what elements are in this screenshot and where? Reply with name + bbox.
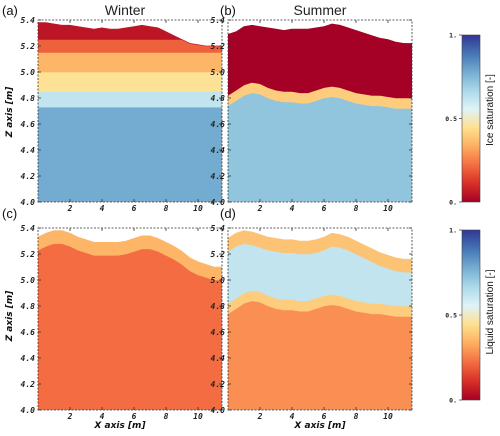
saturation-layer [38,52,222,73]
x-tick-label: 2 [257,204,263,213]
y-tick-label: 4.0 [21,406,36,415]
x-tick-label: 10 [383,412,393,421]
saturation-layer [228,23,412,99]
x-tick-label: 4 [100,412,105,421]
column-title-summer: Summer [294,2,347,18]
panel-b-summer-ice: 2 4 6 8 10 4.0 4.2 4.4 4.6 4.8 5.0 5.2 5.4 [211,16,413,213]
plot-frame [227,227,413,411]
y-tick-label: 4.8 [21,302,36,311]
panel-label-d: (d) [220,206,236,221]
y-tick-label: 4.4 [21,146,36,155]
saturation-layer [38,71,222,92]
colorbar-ice-label: Ice saturation [-] [485,74,496,146]
saturation-layer [228,92,412,202]
y-tick-label: 4.4 [211,354,226,363]
panel-c-winter-liquid: 2 4 6 8 10 4.0 4.2 4.4 4.6 4.8 5.0 5.2 5.4 [21,224,223,421]
colorbar-tick-label: 0.5 [445,312,457,320]
x-tick-label: 6 [322,412,327,421]
y-tick-label: 5.4 [21,16,36,25]
panel-label-a: (a) [2,3,18,18]
plot-frame [37,227,223,411]
x-tick-label: 2 [257,412,263,421]
y-tick-label: 4.8 [211,94,226,103]
y-tick-label: 4.6 [211,120,226,129]
x-tick-label: 4 [290,412,295,421]
panel-a-winter-ice: 2 4 6 8 10 4.0 4.2 4.4 4.6 4.8 5.0 5.2 5.4 [21,16,223,213]
panel-d-summer-liquid: 2 4 6 8 10 4.0 4.2 4.4 4.6 4.8 5.0 5.2 5.4 [211,224,413,421]
x-axis-label-left: X axis [m] [93,421,146,431]
y-tick-label: 5.0 [21,68,36,77]
x-tick-label: 2 [67,204,73,213]
x-tick-label: 2 [67,412,73,421]
saturation-layer [228,300,412,410]
y-tick-label: 4.2 [211,172,226,181]
x-tick-label: 4 [100,204,105,213]
x-tick-label: 8 [164,412,169,421]
y-tick-label: 5.2 [21,250,36,259]
x-tick-label: 8 [164,204,169,213]
colorbar-liquid-label: Liquid saturation [-] [485,269,496,354]
y-tick-label: 4.0 [211,198,226,207]
y-tick-label: 4.4 [21,354,36,363]
colorbar-tick-label: 1. [449,32,457,40]
x-tick-label: 10 [383,204,393,213]
saturation-layer [38,39,222,53]
panel-label-b: (b) [220,3,236,18]
y-tick-label: 4.4 [211,146,226,155]
y-tick-label: 5.2 [21,42,36,51]
colorbar-tick-label: 0.5 [445,115,457,123]
plot-frame [37,19,223,203]
x-axis-label-right: X axis [m] [293,421,346,431]
x-tick-label: 8 [354,412,359,421]
y-tick-label: 4.6 [21,328,36,337]
panel-label-c: (c) [2,206,17,221]
y-tick-label: 5.4 [21,224,36,233]
y-tick-label: 4.2 [211,380,226,389]
x-tick-label: 6 [322,204,327,213]
plot-frame [227,19,413,203]
saturation-layer [38,22,222,47]
x-tick-label: 6 [132,204,137,213]
colorbar-gradient [461,229,481,401]
y-axis-label-bottom: Z axis [m] [5,290,15,343]
y-tick-label: 4.2 [21,380,36,389]
y-tick-label: 5.4 [211,16,226,25]
y-tick-label: 5.0 [211,68,226,77]
x-tick-label: 10 [193,204,203,213]
saturation-layer [38,106,222,202]
y-tick-label: 4.0 [211,406,226,415]
saturation-layer [228,230,412,273]
colorbar-tick-label: 0. [449,199,457,207]
y-tick-label: 5.2 [211,250,226,259]
saturation-layer [38,230,222,281]
x-tick-label: 10 [193,412,203,421]
x-tick-label: 8 [354,204,359,213]
y-tick-label: 5.0 [211,276,226,285]
x-tick-label: 6 [132,412,137,421]
colorbar-liquid-saturation: 1. 0.5 0. [445,227,481,405]
y-tick-label: 4.6 [211,328,226,337]
x-tick-label: 4 [290,204,295,213]
y-tick-label: 4.8 [211,302,226,311]
y-tick-label: 4.6 [21,120,36,129]
colorbar-tick-label: 0. [449,397,457,405]
y-axis-label-top: Z axis [m] [5,86,15,139]
y-tick-label: 4.8 [21,94,36,103]
colorbar-ice-saturation: 1. 0.5 0. [445,32,481,207]
y-tick-label: 4.2 [21,172,36,181]
y-tick-label: 5.0 [21,276,36,285]
colorbar-tick-label: 1. [449,227,457,235]
y-tick-label: 4.0 [21,198,36,207]
saturation-layer [38,91,222,108]
colorbar-gradient [461,34,481,203]
column-title-winter: Winter [105,2,146,18]
y-tick-label: 5.4 [211,224,226,233]
y-tick-label: 5.2 [211,42,226,51]
